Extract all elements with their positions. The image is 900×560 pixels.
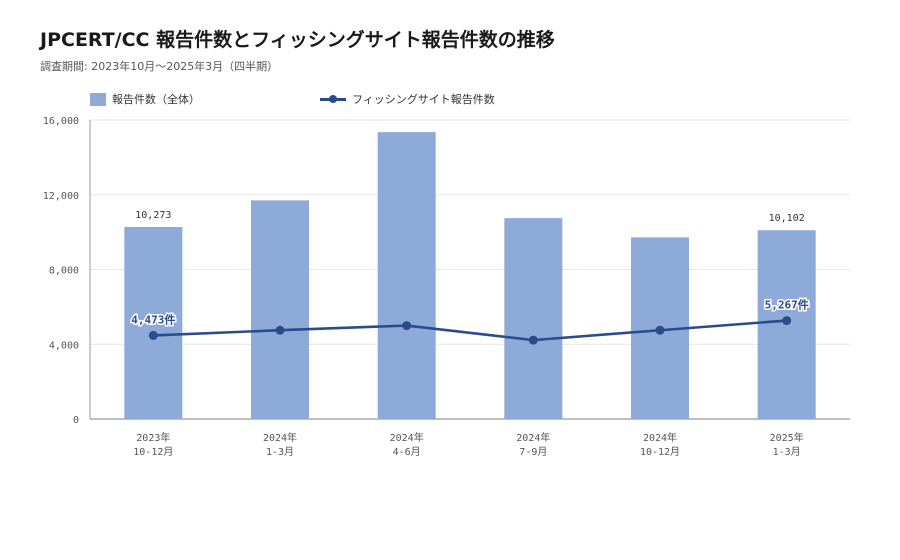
legend-item-bar: 報告件数（全体） <box>90 91 200 107</box>
bar <box>124 227 183 419</box>
bar <box>504 218 563 419</box>
x-tick-label: 10-12月 <box>133 446 173 458</box>
chart-title: JPCERT/CC 報告件数とフィッシングサイト報告件数の推移 <box>40 29 555 51</box>
line-point <box>655 325 665 335</box>
x-tick-label: 7-9月 <box>519 446 547 458</box>
x-tick-label: 2024年 <box>643 431 677 444</box>
x-tick-label: 2023年 <box>136 431 170 444</box>
line-point <box>148 330 158 340</box>
y-tick-label: 0 <box>73 415 79 426</box>
line-point <box>528 335 538 345</box>
x-tick-label: 2025年 <box>770 431 804 444</box>
line-point <box>275 325 285 335</box>
line-value-label: 4,473件 <box>131 312 175 326</box>
x-tick-label: 2024年 <box>263 431 297 444</box>
legend-label-bar: 報告件数（全体） <box>112 93 200 106</box>
line-point <box>402 321 412 331</box>
x-tick-label: 1-3月 <box>773 446 801 458</box>
x-tick-label: 4-6月 <box>393 446 421 458</box>
x-tick-label: 1-3月 <box>266 446 294 458</box>
y-tick-label: 8,000 <box>49 266 79 277</box>
line-point <box>782 316 792 326</box>
bar-value-label: 10,273 <box>135 210 171 221</box>
x-tick-label: 10-12月 <box>640 446 680 458</box>
x-tick-label: 2024年 <box>516 431 550 444</box>
y-tick-label: 12,000 <box>43 191 79 202</box>
bar <box>377 132 436 419</box>
chart-subtitle: 調査期間: 2023年10月～2025年3月（四半期） <box>40 60 279 73</box>
y-tick-label: 4,000 <box>49 340 79 351</box>
legend-item-line: フィッシングサイト報告件数 <box>320 91 495 107</box>
legend-bar-swatch <box>90 92 106 106</box>
y-tick-label: 16,000 <box>43 116 79 127</box>
line-value-label: 5,267件 <box>765 298 809 312</box>
legend-label-line: フィッシングサイト報告件数 <box>352 93 495 106</box>
legend-line-swatch <box>320 93 346 106</box>
x-tick-label: 2024年 <box>390 431 424 444</box>
line-series <box>153 319 787 342</box>
bar-value-label: 10,102 <box>769 213 805 224</box>
bar <box>251 200 309 419</box>
